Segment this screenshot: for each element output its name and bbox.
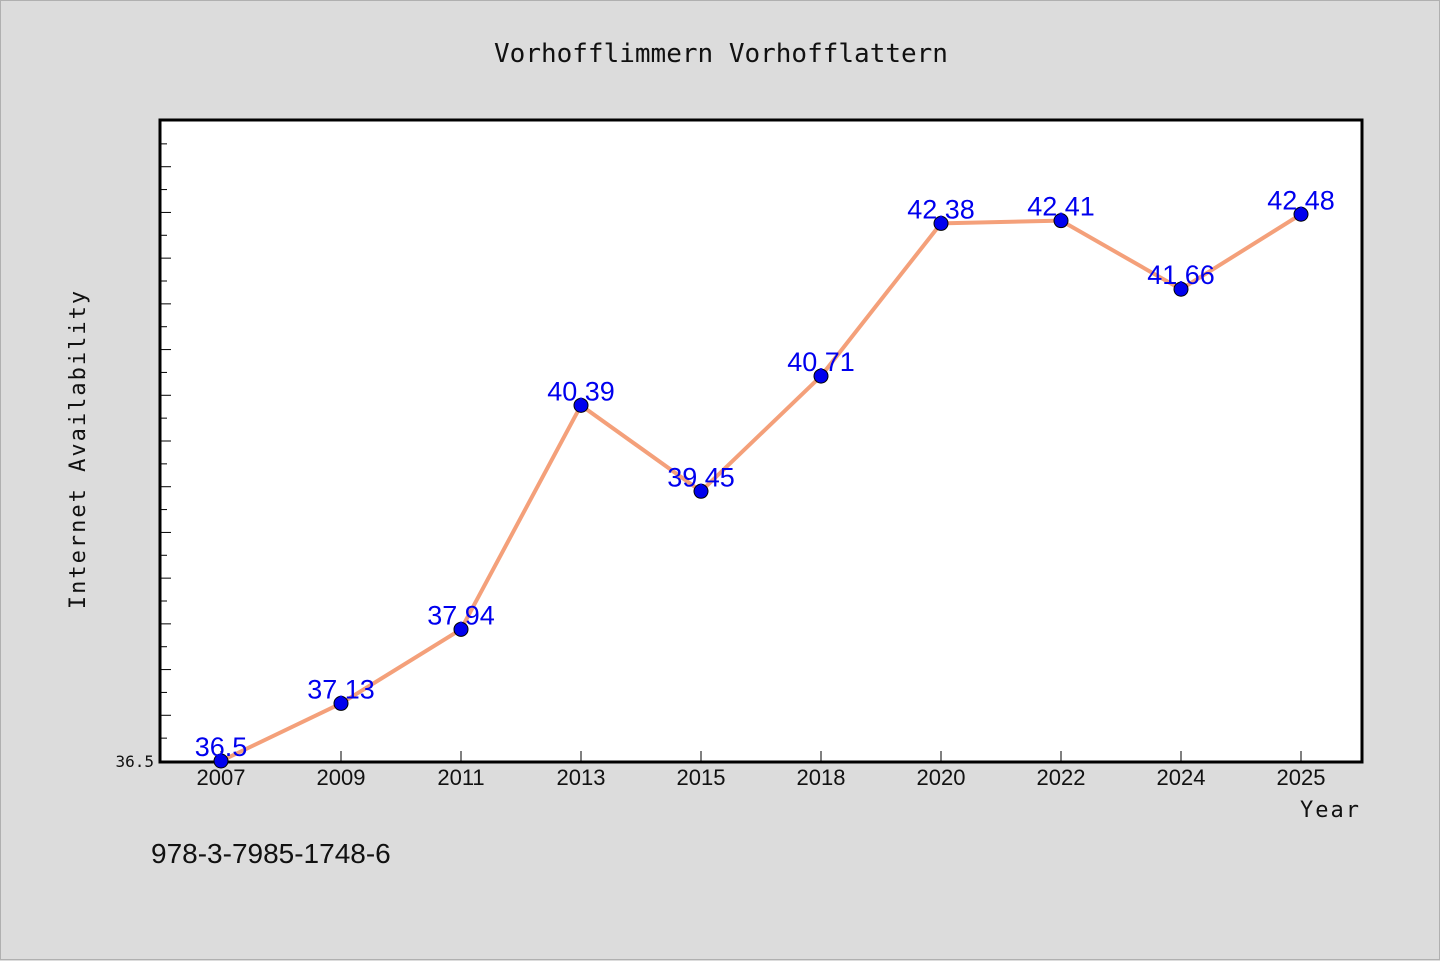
data-label: 42.38 — [907, 194, 975, 224]
data-label: 39.45 — [667, 462, 735, 492]
data-point — [333, 695, 349, 711]
data-label: 40.71 — [787, 347, 855, 377]
x-tick-label: 2011 — [437, 765, 484, 790]
series-layer: 36.5 37.13 37.94 40.39 39.45 40.71 42.38 42.41 4… — [195, 185, 1335, 769]
isbn-code: 978-3-7985-1748-6 — [151, 838, 391, 869]
x-tick-label: 2009 — [317, 765, 366, 790]
x-tick-label: 2025 — [1277, 765, 1326, 790]
data-point — [813, 368, 829, 384]
data-point — [1293, 206, 1309, 222]
chart-title: Vorhofflimmern Vorhofflattern — [494, 39, 948, 69]
data-point — [573, 397, 589, 413]
data-label: 41.66 — [1147, 260, 1215, 290]
plot-area — [158, 118, 1364, 764]
y-axis-ticks — [161, 120, 171, 762]
data-point — [933, 215, 949, 231]
x-tick-label: 2015 — [677, 765, 726, 790]
series-line — [220, 212, 1303, 763]
x-tick-label: 2022 — [1037, 765, 1086, 790]
x-tick-label: 2007 — [197, 765, 246, 790]
x-tick-label: 2020 — [917, 765, 966, 790]
data-point — [1053, 213, 1069, 229]
y-axis-min-label: 36.5 — [115, 752, 154, 771]
data-point — [693, 483, 709, 499]
data-label: 40.39 — [547, 376, 615, 406]
data-point — [213, 753, 229, 769]
x-tick-label: 2024 — [1157, 765, 1206, 790]
data-point — [453, 621, 469, 637]
data-label: 37.13 — [307, 674, 375, 704]
data-point — [1173, 281, 1189, 297]
data-label: 37.94 — [427, 600, 495, 630]
y-axis-label: Internet Availability — [66, 289, 91, 609]
x-axis-ticks: 2007 2009 2011 2013 2015 2018 2020 2022 2024 2025 — [197, 751, 1326, 790]
x-axis-label: Year — [1300, 798, 1361, 823]
data-label: 42.48 — [1267, 185, 1335, 215]
x-tick-label: 2018 — [797, 765, 846, 790]
data-label: 36.5 — [195, 732, 248, 762]
x-tick-label: 2013 — [557, 765, 606, 790]
data-label: 42.41 — [1027, 192, 1095, 222]
